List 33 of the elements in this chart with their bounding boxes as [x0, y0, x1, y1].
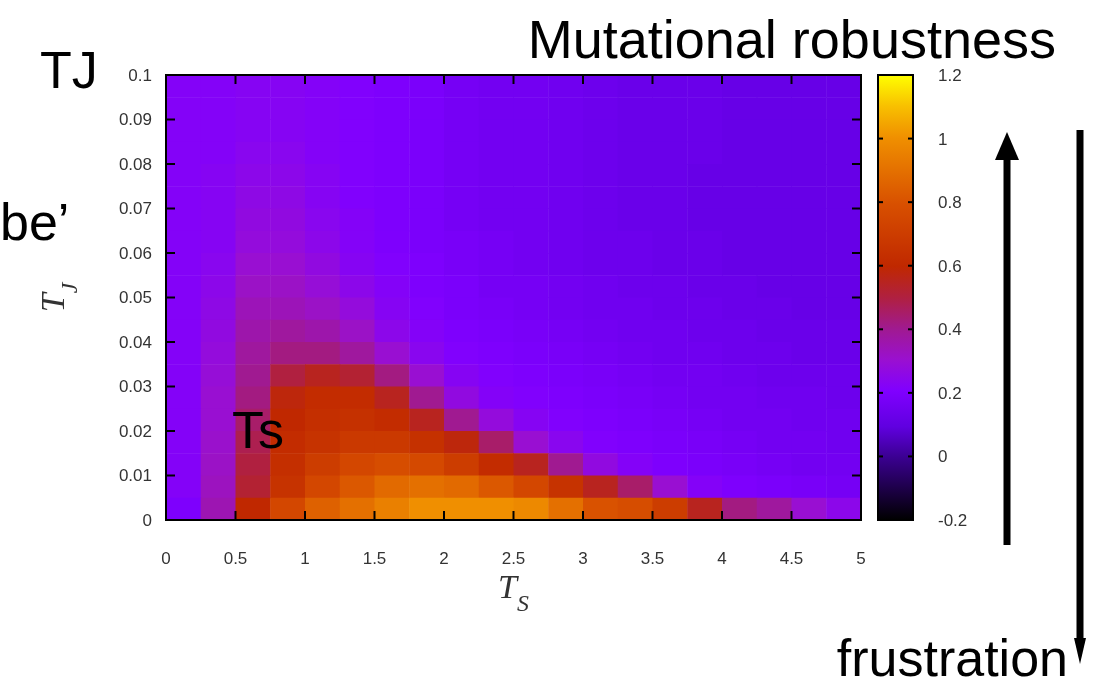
color-bar-label: 0.2: [938, 383, 962, 403]
x-tick-label: 5: [856, 549, 866, 568]
y-tick-label: 0.08: [118, 154, 152, 174]
x-axis-title: T$_{S}$: [498, 568, 530, 616]
color-bar-label: -0.2: [938, 510, 968, 530]
y-tick-label: 0.02: [118, 421, 152, 441]
x-tick-label: 4.5: [779, 549, 804, 568]
x-tick-label: 3.5: [640, 549, 665, 568]
x-tick-label: 0.5: [223, 549, 248, 568]
text: be’: [0, 193, 70, 251]
y-tick-label: 0.04: [118, 332, 152, 352]
y-tick-label: 0.1: [128, 65, 152, 85]
y-tick-label: 0.06: [118, 243, 152, 263]
y-tick-label: 0.03: [118, 377, 152, 397]
y-tick-label: 0.05: [118, 288, 152, 308]
x-tick-label: 1.5: [362, 549, 387, 568]
color-bar-label: 0.6: [938, 256, 962, 276]
y-tick-label: 0.07: [118, 199, 152, 219]
color-bar-label: 1: [938, 129, 948, 149]
y-tick-label: 0.01: [118, 466, 152, 486]
x-tick-label: 2.5: [501, 549, 526, 568]
y-tick-label: 0.09: [118, 110, 152, 130]
y-tick-label: 0: [142, 510, 152, 530]
x-tick-label: 0: [161, 549, 171, 568]
x-tick-label: 2: [439, 549, 449, 568]
x-tick-label: 3: [578, 549, 588, 568]
color-bar-label: 0.4: [938, 320, 962, 340]
x-tick-label: 4: [717, 549, 727, 568]
text: frustration: [836, 629, 1068, 686]
x-tick-label: 1: [300, 549, 310, 568]
text: TJ: [40, 41, 98, 99]
color-bar-label: 0.8: [938, 193, 962, 213]
color-bar-label: 0: [938, 447, 948, 467]
